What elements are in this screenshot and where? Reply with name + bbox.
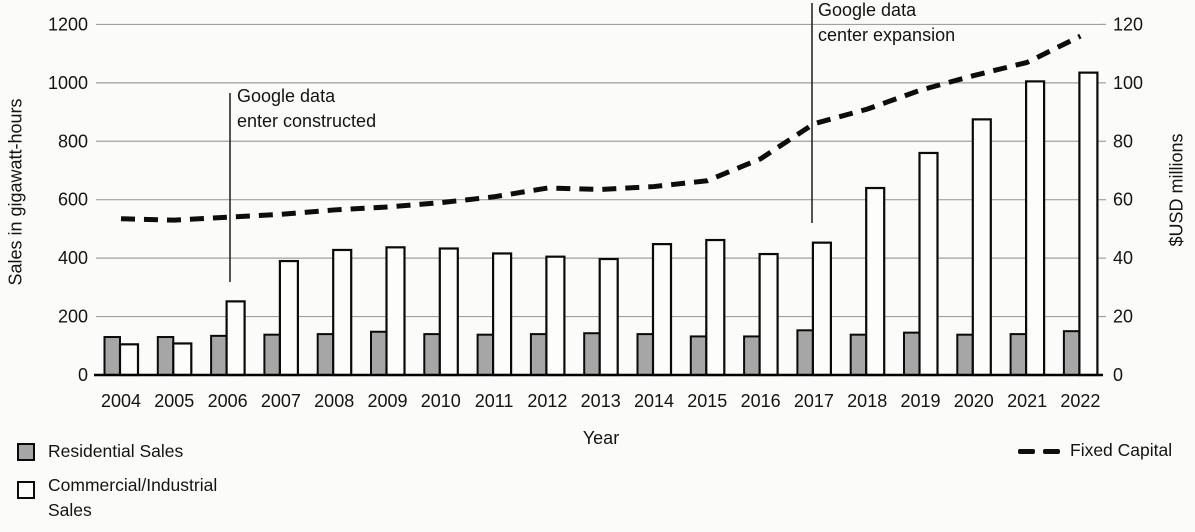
- commercial-swatch-icon: [17, 481, 35, 499]
- x-tick-label-2004: 2004: [101, 391, 141, 411]
- bar-commercial-2019: [918, 151, 939, 377]
- x-tick-label-2011: 2011: [475, 391, 514, 411]
- bar-residential-2007: [263, 333, 281, 376]
- legend-label-commercial-line2: Sales: [48, 500, 92, 520]
- bar-commercial-2010: [438, 247, 459, 377]
- x-tick-label-2010: 2010: [421, 391, 461, 411]
- bar-residential-2018: [849, 333, 868, 376]
- y-left-tick-label: 0: [78, 365, 88, 385]
- bar-commercial-2014: [651, 243, 673, 377]
- y-right-tick-label: 20: [1113, 307, 1133, 327]
- x-tick-label-2013: 2013: [581, 391, 621, 411]
- annotation-text-line1-2006: Google data: [237, 86, 336, 106]
- bar-residential-2022: [1062, 330, 1081, 376]
- x-tick-label-2016: 2016: [741, 391, 781, 411]
- bar-residential-2010: [423, 333, 441, 376]
- y-right-tick-label: 100: [1113, 73, 1143, 93]
- legend-item-fixed-capital: Fixed Capital: [1018, 440, 1173, 466]
- annotation-text-line1-2017: Google data: [818, 0, 917, 20]
- x-tick-label-2005: 2005: [154, 391, 194, 411]
- y-left-tick-label: 1000: [48, 73, 88, 93]
- bar-commercial-2009: [385, 246, 406, 377]
- x-tick-label-2017: 2017: [794, 391, 834, 411]
- y-left-tick-label: 1200: [48, 14, 88, 34]
- y-right-tick-label: 120: [1113, 14, 1143, 34]
- bar-commercial-2018: [865, 186, 886, 377]
- bar-residential-2009: [370, 330, 388, 377]
- x-tick-label-2022: 2022: [1060, 391, 1100, 411]
- y-left-tick-label: 800: [58, 131, 88, 151]
- bar-residential-2017: [796, 329, 814, 377]
- y-axis-left-title: Sales in gigawatt-hours: [5, 98, 26, 286]
- y-left-tick-label: 200: [58, 307, 88, 327]
- dashed-line-icon: [1018, 449, 1060, 454]
- bar-residential-2004: [103, 336, 121, 377]
- y-right-tick-label: 80: [1113, 131, 1133, 151]
- x-tick-label-2015: 2015: [687, 391, 727, 411]
- x-tick-label-2007: 2007: [261, 391, 301, 411]
- bar-residential-2008: [316, 333, 335, 376]
- bar-commercial-2011: [492, 252, 513, 377]
- legend-label-fixed-capital: Fixed Capital: [1070, 440, 1173, 460]
- bar-residential-2013: [583, 332, 601, 377]
- y-right-tick-label: 60: [1113, 190, 1133, 210]
- bar-commercial-2016: [758, 252, 779, 377]
- bar-residential-2016: [743, 335, 761, 376]
- bar-commercial-2005: [172, 342, 193, 377]
- y-left-tick-label: 400: [58, 248, 88, 268]
- bar-residential-2020: [956, 333, 974, 376]
- y-right-tick-label: 40: [1113, 248, 1133, 268]
- bar-residential-2005: [156, 336, 175, 377]
- x-tick-label-2009: 2009: [367, 391, 407, 411]
- x-tick-label-2021: 2021: [1007, 391, 1047, 411]
- bar-commercial-2012: [545, 255, 566, 377]
- bar-commercial-2007: [278, 259, 299, 377]
- y-right-tick-label: 0: [1113, 365, 1123, 385]
- bar-commercial-2021: [1024, 80, 1046, 377]
- bar-residential-2012: [529, 333, 548, 376]
- x-tick-label-2014: 2014: [634, 391, 674, 411]
- legend-label-residential: Residential Sales: [48, 441, 184, 461]
- bar-commercial-2015: [705, 238, 726, 377]
- bar-commercial-2017: [811, 241, 833, 377]
- legend-item-commercial: Commercial/Industrial Sales: [17, 475, 217, 531]
- bar-commercial-2022: [1078, 71, 1099, 377]
- y-axis-right-title: $USD millions: [1166, 133, 1187, 247]
- x-tick-label-2012: 2012: [527, 391, 567, 411]
- bar-residential-2019: [903, 331, 921, 376]
- legend-item-residential: Residential Sales: [17, 441, 183, 468]
- bar-commercial-2020: [971, 118, 992, 377]
- bar-commercial-2008: [332, 248, 353, 377]
- y-left-tick-label: 600: [58, 190, 88, 210]
- bar-residential-2011: [476, 333, 495, 376]
- bar-commercial-2004: [118, 343, 140, 377]
- legend-label-commercial-line1: Commercial/Industrial: [48, 475, 218, 495]
- bar-residential-2014: [636, 333, 654, 376]
- bar-residential-2006: [210, 334, 228, 376]
- x-tick-label-2008: 2008: [314, 391, 354, 411]
- x-axis-title: Year: [582, 428, 620, 448]
- annotation-text-line2-2017: center expansion: [818, 25, 955, 45]
- bar-commercial-2013: [598, 257, 619, 377]
- x-tick-label-2020: 2020: [954, 391, 994, 411]
- bar-residential-2015: [689, 335, 708, 376]
- bar-commercial-2006: [225, 300, 246, 377]
- x-tick-label-2018: 2018: [847, 391, 887, 411]
- annotation-text-line2-2006: enter constructed: [237, 111, 376, 131]
- x-tick-label-2019: 2019: [900, 391, 940, 411]
- residential-swatch-icon: [17, 443, 35, 461]
- bar-residential-2021: [1009, 333, 1028, 376]
- x-tick-label-2006: 2006: [208, 391, 248, 411]
